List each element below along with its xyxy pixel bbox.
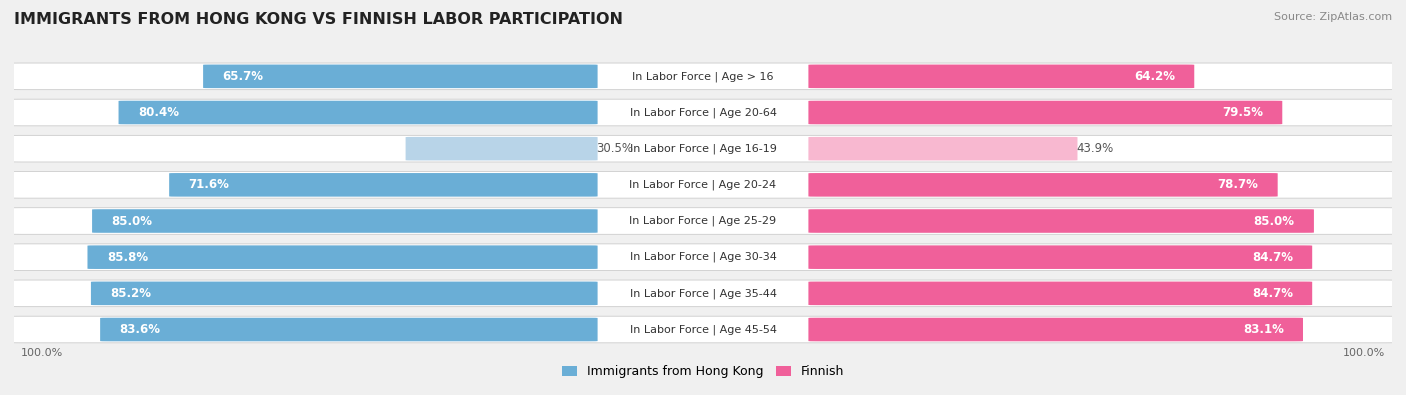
Text: In Labor Force | Age 20-64: In Labor Force | Age 20-64 <box>630 107 776 118</box>
Text: 85.0%: 85.0% <box>1254 214 1295 228</box>
Text: 84.7%: 84.7% <box>1251 287 1294 300</box>
FancyBboxPatch shape <box>10 171 1396 198</box>
FancyBboxPatch shape <box>808 318 1303 341</box>
Text: In Labor Force | Age > 16: In Labor Force | Age > 16 <box>633 71 773 82</box>
Text: 83.1%: 83.1% <box>1243 323 1284 336</box>
Text: 64.2%: 64.2% <box>1135 70 1175 83</box>
Text: 78.7%: 78.7% <box>1218 178 1258 191</box>
Text: In Labor Force | Age 35-44: In Labor Force | Age 35-44 <box>630 288 776 299</box>
FancyBboxPatch shape <box>202 64 598 88</box>
Text: In Labor Force | Age 16-19: In Labor Force | Age 16-19 <box>630 143 776 154</box>
Text: 85.0%: 85.0% <box>111 214 152 228</box>
FancyBboxPatch shape <box>405 137 598 160</box>
FancyBboxPatch shape <box>10 316 1396 343</box>
FancyBboxPatch shape <box>808 245 1312 269</box>
Text: 84.7%: 84.7% <box>1251 251 1294 264</box>
Text: 30.5%: 30.5% <box>596 142 633 155</box>
FancyBboxPatch shape <box>10 99 1396 126</box>
Text: In Labor Force | Age 30-34: In Labor Force | Age 30-34 <box>630 252 776 262</box>
FancyBboxPatch shape <box>118 101 598 124</box>
Text: In Labor Force | Age 45-54: In Labor Force | Age 45-54 <box>630 324 776 335</box>
Legend: Immigrants from Hong Kong, Finnish: Immigrants from Hong Kong, Finnish <box>557 360 849 384</box>
Text: 100.0%: 100.0% <box>1343 348 1385 357</box>
Text: In Labor Force | Age 20-24: In Labor Force | Age 20-24 <box>630 180 776 190</box>
Text: IMMIGRANTS FROM HONG KONG VS FINNISH LABOR PARTICIPATION: IMMIGRANTS FROM HONG KONG VS FINNISH LAB… <box>14 12 623 27</box>
FancyBboxPatch shape <box>169 173 598 197</box>
FancyBboxPatch shape <box>808 101 1282 124</box>
FancyBboxPatch shape <box>808 209 1315 233</box>
FancyBboxPatch shape <box>10 244 1396 271</box>
FancyBboxPatch shape <box>10 280 1396 307</box>
FancyBboxPatch shape <box>808 173 1278 197</box>
FancyBboxPatch shape <box>10 135 1396 162</box>
Text: 80.4%: 80.4% <box>138 106 179 119</box>
Text: 85.8%: 85.8% <box>107 251 148 264</box>
FancyBboxPatch shape <box>91 282 598 305</box>
FancyBboxPatch shape <box>91 209 598 233</box>
FancyBboxPatch shape <box>100 318 598 341</box>
Text: 43.9%: 43.9% <box>1076 142 1114 155</box>
FancyBboxPatch shape <box>87 245 598 269</box>
FancyBboxPatch shape <box>808 137 1077 160</box>
Text: In Labor Force | Age 25-29: In Labor Force | Age 25-29 <box>630 216 776 226</box>
Text: 79.5%: 79.5% <box>1222 106 1263 119</box>
Text: 71.6%: 71.6% <box>188 178 229 191</box>
FancyBboxPatch shape <box>10 63 1396 90</box>
FancyBboxPatch shape <box>10 208 1396 234</box>
FancyBboxPatch shape <box>808 282 1312 305</box>
Text: 100.0%: 100.0% <box>21 348 63 357</box>
FancyBboxPatch shape <box>808 64 1194 88</box>
Text: 85.2%: 85.2% <box>110 287 152 300</box>
Text: 65.7%: 65.7% <box>222 70 263 83</box>
Text: Source: ZipAtlas.com: Source: ZipAtlas.com <box>1274 12 1392 22</box>
Text: 83.6%: 83.6% <box>120 323 160 336</box>
